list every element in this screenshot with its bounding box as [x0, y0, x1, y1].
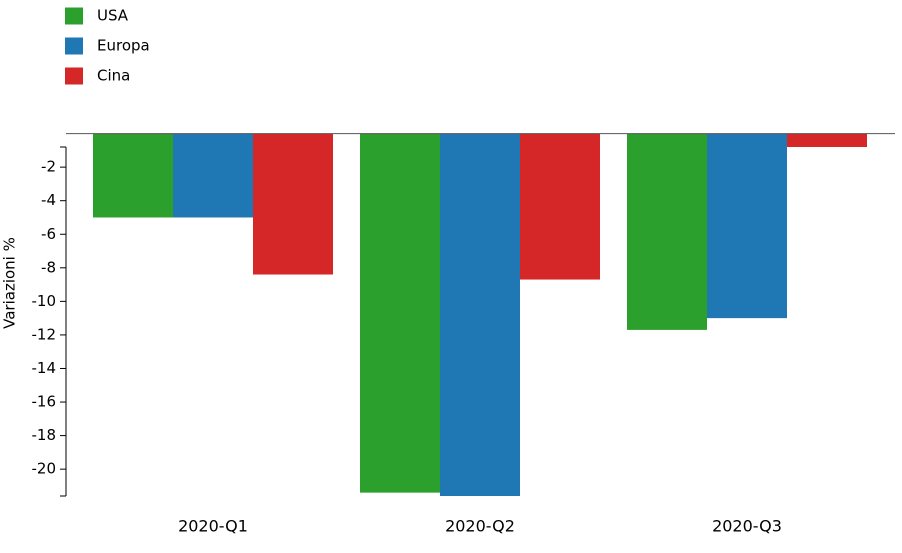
legend-swatch	[65, 7, 83, 25]
y-tick-label: -4	[41, 191, 56, 209]
x-tick-label: 2020-Q2	[445, 517, 515, 536]
bar	[93, 133, 173, 218]
x-tick-label: 2020-Q3	[712, 517, 782, 536]
legend-swatch	[65, 37, 83, 55]
bar	[627, 133, 707, 330]
x-tick-label: 2020-Q1	[178, 517, 248, 536]
y-tick-label: -10	[32, 292, 57, 310]
y-tick-label: -20	[32, 460, 57, 478]
bar	[440, 133, 520, 497]
y-tick-label: -2	[41, 158, 56, 176]
y-tick-label: -6	[41, 225, 56, 243]
y-tick-label: -18	[32, 426, 57, 444]
y-axis-label: Variazioni %	[1, 237, 19, 329]
bar	[253, 133, 333, 275]
y-tick-label: -8	[41, 258, 56, 276]
y-tick-label: -14	[32, 359, 57, 377]
legend-swatch	[65, 67, 83, 85]
legend-label: Europa	[97, 37, 150, 55]
bar	[173, 133, 253, 218]
legend-label: Cina	[97, 67, 130, 85]
y-tick-label: -12	[32, 325, 57, 343]
y-tick-label: -16	[32, 393, 57, 411]
bar	[787, 133, 867, 147]
bar	[520, 133, 600, 280]
bar	[360, 133, 440, 493]
legend-label: USA	[97, 7, 129, 25]
bar	[707, 133, 787, 319]
